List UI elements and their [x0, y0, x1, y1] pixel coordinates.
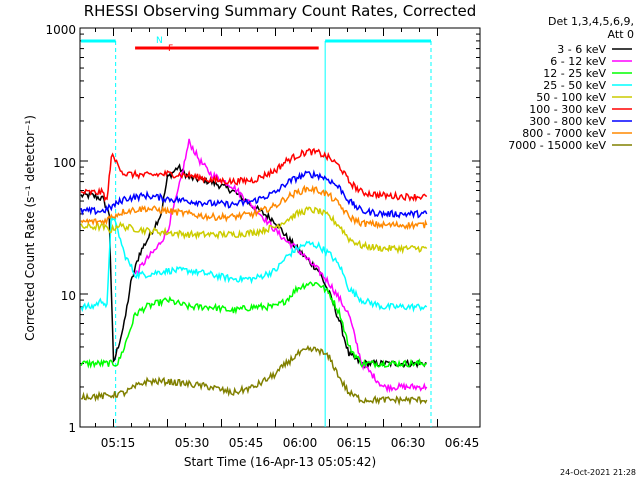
series-line	[134, 138, 428, 394]
series-line	[80, 215, 428, 313]
x-tick-label-0600: 06:00	[283, 436, 318, 450]
footer-date: 24-Oct-2021 21:28	[560, 468, 636, 477]
chart-title: RHESSI Observing Summary Count Rates, Co…	[84, 2, 477, 20]
legend-label: 12 - 25 keV	[543, 67, 606, 80]
data-series	[80, 138, 428, 406]
x-tick-label-0515: 05:15	[101, 436, 136, 450]
series-line	[80, 184, 428, 231]
x-tick-label-0545: 05:45	[229, 436, 264, 450]
y-tick-label-10: 10	[61, 289, 76, 303]
series-line	[80, 147, 428, 203]
legend-header-attenuator: Att 0	[608, 28, 634, 41]
series-line	[80, 206, 428, 255]
series-line	[80, 344, 428, 406]
night-marker-label: N	[156, 36, 163, 46]
legend-label: 25 - 50 keV	[543, 79, 606, 92]
y-tick-label-100: 100	[53, 156, 76, 170]
legend-label: 7000 - 15000 keV	[508, 139, 606, 152]
series-line	[80, 281, 427, 369]
plot-frame	[79, 27, 481, 428]
legend-label: 3 - 6 keV	[557, 43, 606, 56]
legend-label: 6 - 12 keV	[550, 55, 606, 68]
axis-ticks	[80, 28, 480, 428]
legend-label: 800 - 7000 keV	[522, 127, 606, 140]
x-tick-label-0645: 06:45	[445, 436, 480, 450]
x-tick-label-0615: 06:15	[337, 436, 372, 450]
legend-label: 50 - 100 keV	[536, 91, 606, 104]
y-axis-label: Corrected Count Rate (s⁻¹ detector⁻¹)	[23, 115, 37, 341]
legend-header-detectors: Det 1,3,4,5,6,9,	[548, 15, 634, 28]
marker-lines	[81, 39, 432, 427]
legend-label: 300 - 800 keV	[529, 115, 606, 128]
x-tick-label-0530: 05:30	[175, 436, 210, 450]
legend-label: 100 - 300 keV	[529, 103, 606, 116]
y-tick-label-1000: 1000	[45, 23, 76, 37]
x-axis-label: Start Time (16-Apr-13 05:05:42)	[184, 455, 376, 469]
series-line	[80, 169, 428, 220]
y-tick-label-1: 1	[68, 421, 76, 435]
x-tick-label-0630: 06:30	[391, 436, 426, 450]
